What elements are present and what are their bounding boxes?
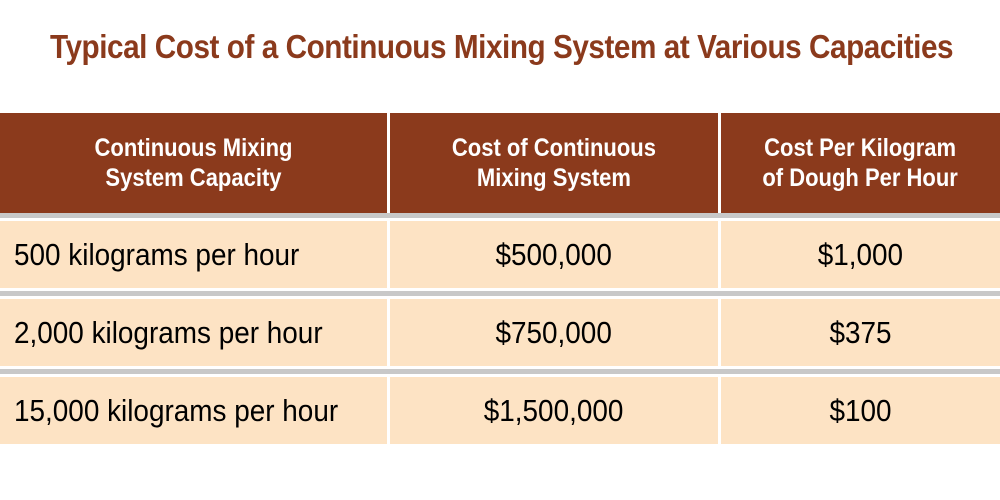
cell-capacity: 2,000 kilograms per hour xyxy=(0,299,387,366)
cell-cost: $1,500,000 xyxy=(390,377,718,444)
table-title: Typical Cost of a Continuous Mixing Syst… xyxy=(50,28,954,65)
cell-cost-per-kg: $100 xyxy=(721,377,1000,444)
row-separator xyxy=(0,213,1000,218)
header-label-capacity: Continuous Mixing System Capacity xyxy=(94,134,293,192)
cell-cost: $750,000 xyxy=(390,299,718,366)
cell-cost-per-kg-text: $100 xyxy=(829,392,892,428)
header-cell-cost-per-kg: Cost Per Kilogram of Dough Per Hour xyxy=(721,113,1000,213)
cell-cost-per-kg-text: $375 xyxy=(829,314,892,350)
cell-cost-per-kg: $375 xyxy=(721,299,1000,366)
header-label-cost: Cost of Continuous Mixing System xyxy=(451,134,657,192)
table-header: Continuous Mixing System Capacity Cost o… xyxy=(0,113,1000,213)
header-cell-capacity: Continuous Mixing System Capacity xyxy=(0,113,387,213)
cell-cost-text: $500,000 xyxy=(495,236,613,272)
cell-cost-per-kg-text: $1,000 xyxy=(817,236,904,272)
header-cell-cost: Cost of Continuous Mixing System xyxy=(390,113,718,213)
cell-capacity-text: 500 kilograms per hour xyxy=(14,236,300,272)
row-separator xyxy=(0,369,1000,374)
row-separator xyxy=(0,291,1000,296)
cost-table: Continuous Mixing System Capacity Cost o… xyxy=(0,113,1000,444)
table-row: 15,000 kilograms per hour $1,500,000 $10… xyxy=(0,377,1000,444)
table-row: 2,000 kilograms per hour $750,000 $375 xyxy=(0,299,1000,366)
cell-capacity: 15,000 kilograms per hour xyxy=(0,377,387,444)
cell-capacity: 500 kilograms per hour xyxy=(0,221,387,288)
cell-capacity-text: 2,000 kilograms per hour xyxy=(14,314,323,350)
header-label-cost-per-kg: Cost Per Kilogram of Dough Per Hour xyxy=(762,134,959,192)
cell-capacity-text: 15,000 kilograms per hour xyxy=(14,392,339,428)
cell-cost-text: $750,000 xyxy=(495,314,613,350)
cell-cost-text: $1,500,000 xyxy=(484,392,624,428)
table-row: 500 kilograms per hour $500,000 $1,000 xyxy=(0,221,1000,288)
cell-cost: $500,000 xyxy=(390,221,718,288)
cell-cost-per-kg: $1,000 xyxy=(721,221,1000,288)
